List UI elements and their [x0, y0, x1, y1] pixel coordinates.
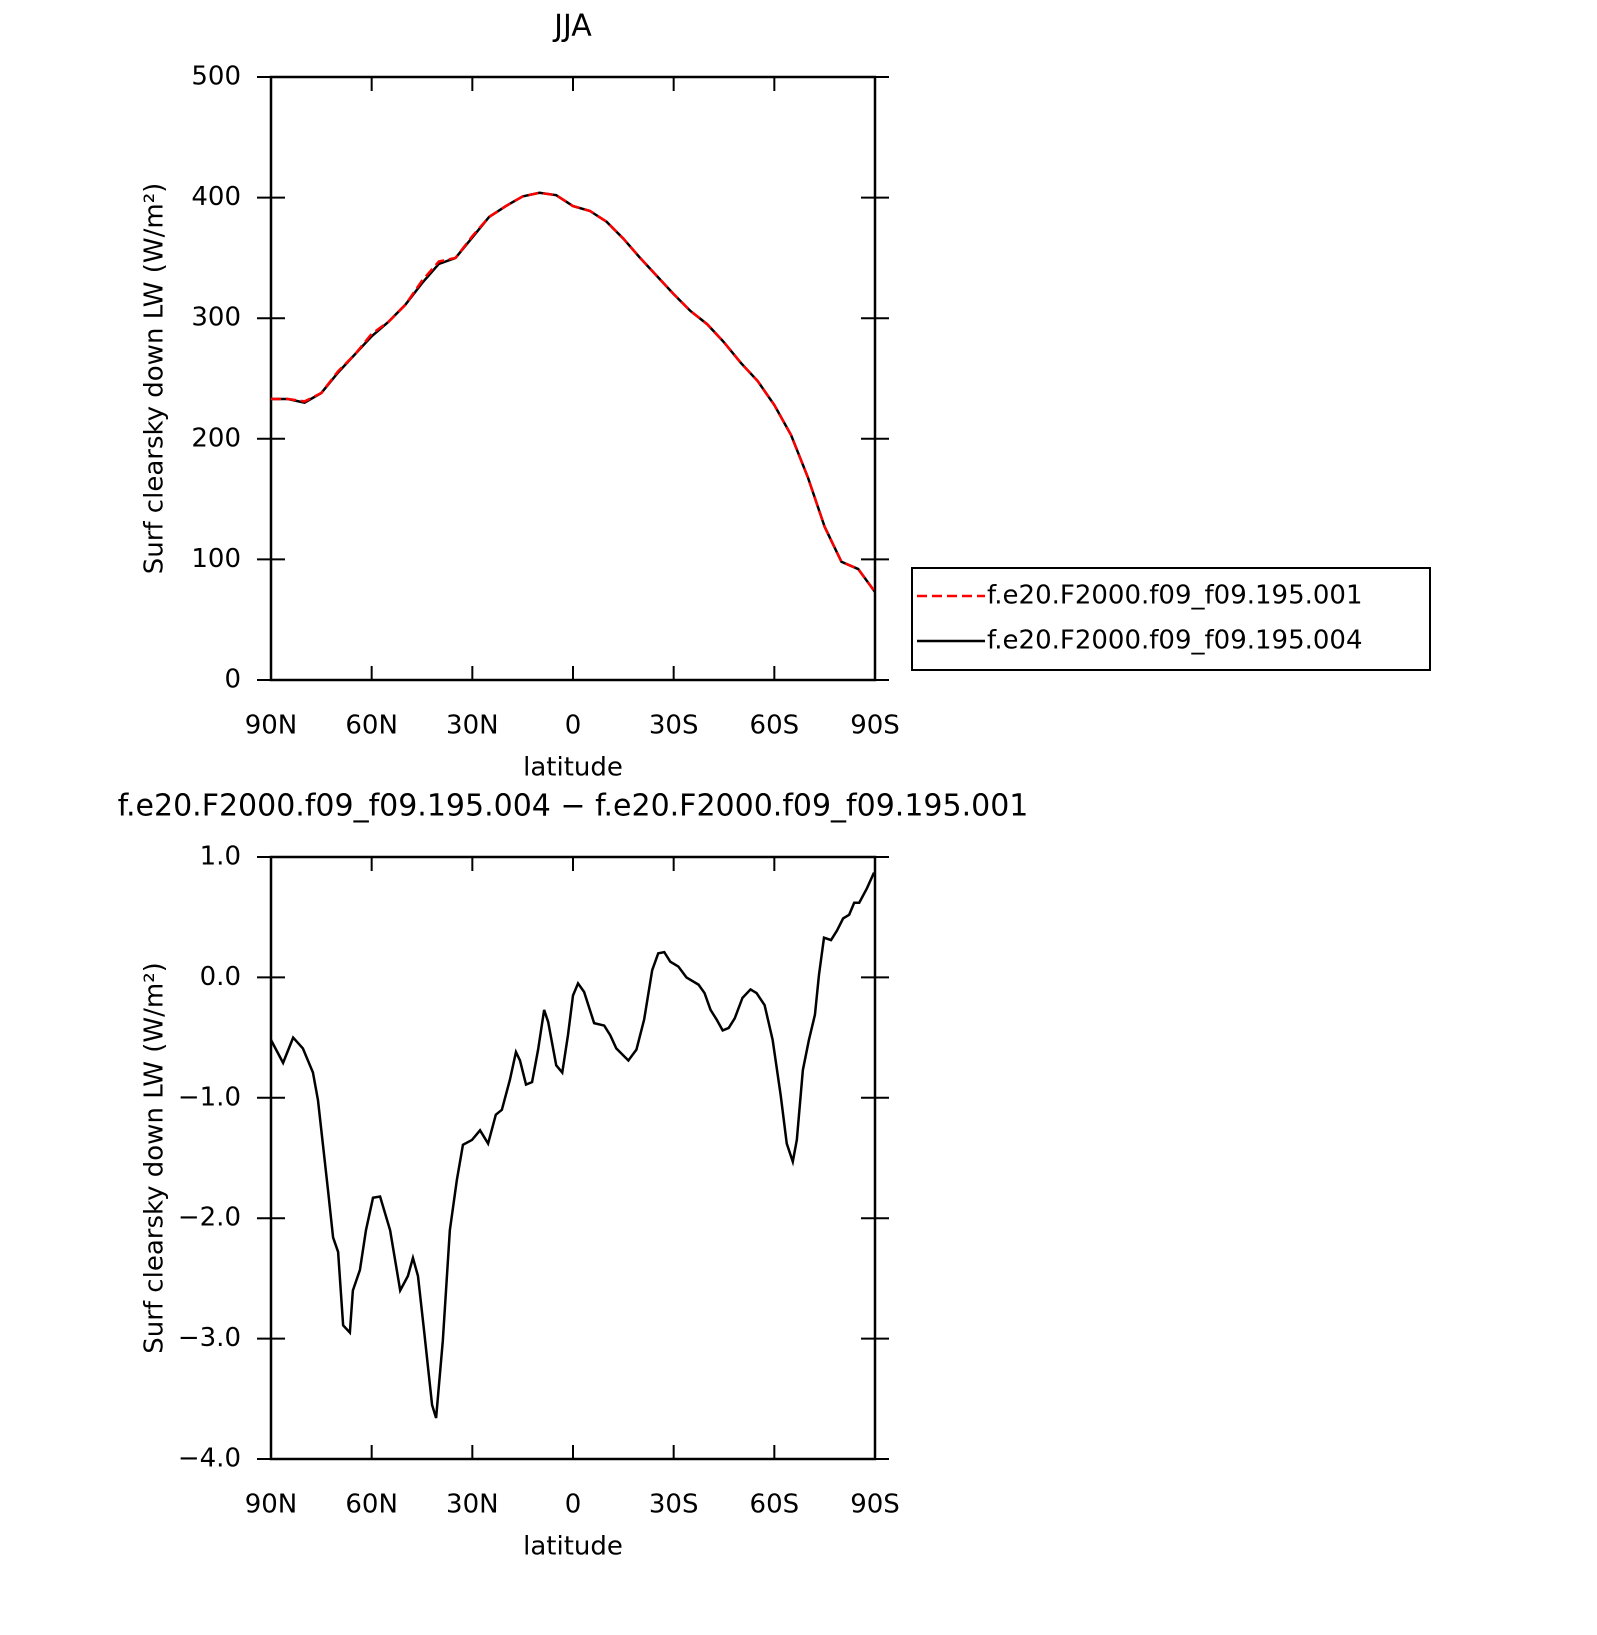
- chart-title: f.e20.F2000.f09_f09.195.004 − f.e20.F200…: [118, 789, 1029, 824]
- x-tick-label: 90S: [850, 711, 900, 741]
- chart-title: JJA: [552, 9, 592, 44]
- legend-label: f.e20.F2000.f09_f09.195.004: [987, 626, 1363, 656]
- y-tick-label: −3.0: [178, 1323, 241, 1353]
- x-tick-label: 60S: [750, 711, 800, 741]
- y-tick-label: 500: [191, 62, 241, 92]
- x-axis-label: latitude: [523, 753, 623, 783]
- x-tick-label: 90N: [245, 711, 298, 741]
- y-axis-label: Surf clearsky down LW (W/m²): [140, 183, 170, 575]
- x-axis-label: latitude: [523, 1532, 623, 1562]
- x-tick-label: 60N: [345, 1490, 398, 1520]
- y-tick-label: −4.0: [178, 1444, 241, 1474]
- x-tick-label: 90N: [245, 1490, 298, 1520]
- x-tick-label: 0: [565, 1490, 582, 1520]
- x-tick-label: 30S: [649, 1490, 699, 1520]
- series-line: [269, 872, 876, 1419]
- y-tick-label: −1.0: [178, 1082, 241, 1112]
- x-tick-label: 60S: [750, 1490, 800, 1520]
- legend-box: [911, 567, 1431, 671]
- y-tick-label: −2.0: [178, 1203, 241, 1233]
- y-tick-label: 100: [191, 544, 241, 574]
- y-tick-label: 0: [224, 665, 241, 695]
- y-tick-label: 400: [191, 182, 241, 212]
- series-line: [271, 191, 877, 593]
- legend-label: f.e20.F2000.f09_f09.195.001: [987, 581, 1363, 611]
- x-tick-label: 60N: [345, 711, 398, 741]
- plot-frame: [269, 75, 877, 682]
- y-axis-label: Surf clearsky down LW (W/m²): [140, 962, 170, 1354]
- plot-frame: [269, 855, 877, 1461]
- x-tick-label: 30S: [649, 711, 699, 741]
- y-tick-label: 0.0: [200, 962, 241, 992]
- y-tick-label: 300: [191, 303, 241, 333]
- y-tick-label: 200: [191, 423, 241, 453]
- y-tick-label: 1.0: [200, 842, 241, 872]
- series-line: [271, 191, 877, 593]
- x-tick-label: 30N: [446, 711, 499, 741]
- x-tick-label: 90S: [850, 1490, 900, 1520]
- x-tick-label: 30N: [446, 1490, 499, 1520]
- x-tick-label: 0: [565, 711, 582, 741]
